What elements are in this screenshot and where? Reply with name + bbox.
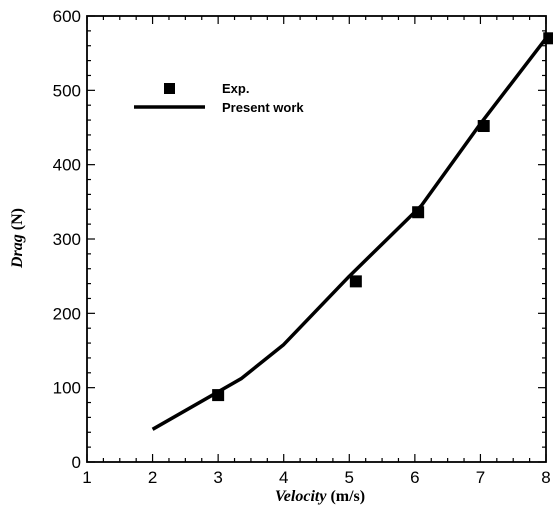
legend-label-exp: Exp. [222,81,249,96]
x-tick-label: 5 [345,468,354,487]
present-work-series [151,37,548,431]
x-axis-label-unit: (m/s) [330,488,365,505]
exp-data-point [212,389,225,402]
x-axis-label-name: Velocity [275,488,327,505]
y-axis-label-unit: (N) [9,208,26,230]
exp-data-point [349,275,362,288]
x-tick-label: 1 [82,468,91,487]
y-tick-label: 400 [53,156,81,175]
x-axis-label: Velocity (m/s) [275,488,365,505]
legend-marker-exp [164,83,175,94]
x-tick-label: 7 [476,468,485,487]
x-tick-label: 4 [279,468,288,487]
y-axis-label: Drag (N) [9,208,26,269]
plot-border [86,15,547,463]
y-tick-label: 0 [72,453,81,472]
y-tick-label: 500 [53,81,81,100]
axis-ticks [86,15,547,463]
legend-label-present-work: Present work [222,100,304,115]
legend: Exp. Present work [134,81,304,115]
exp-data-point [477,120,490,133]
x-tick-label: 2 [148,468,157,487]
plot-frame [86,15,547,463]
y-tick-label: 200 [53,304,81,323]
exp-data-point [543,32,553,45]
tick-labels: 1 2 3 4 5 6 7 8 0 100 200 300 400 500 600 [53,7,551,487]
y-tick-label: 100 [53,379,81,398]
x-tick-label: 3 [213,468,222,487]
x-tick-label: 8 [541,468,550,487]
exp-data-point [412,206,425,219]
exp-series [212,32,553,402]
x-tick-label: 6 [410,468,419,487]
y-axis-label-name: Drag [9,234,26,269]
y-tick-label: 600 [53,7,81,26]
y-tick-label: 300 [53,230,81,249]
present-work-line [151,37,548,431]
